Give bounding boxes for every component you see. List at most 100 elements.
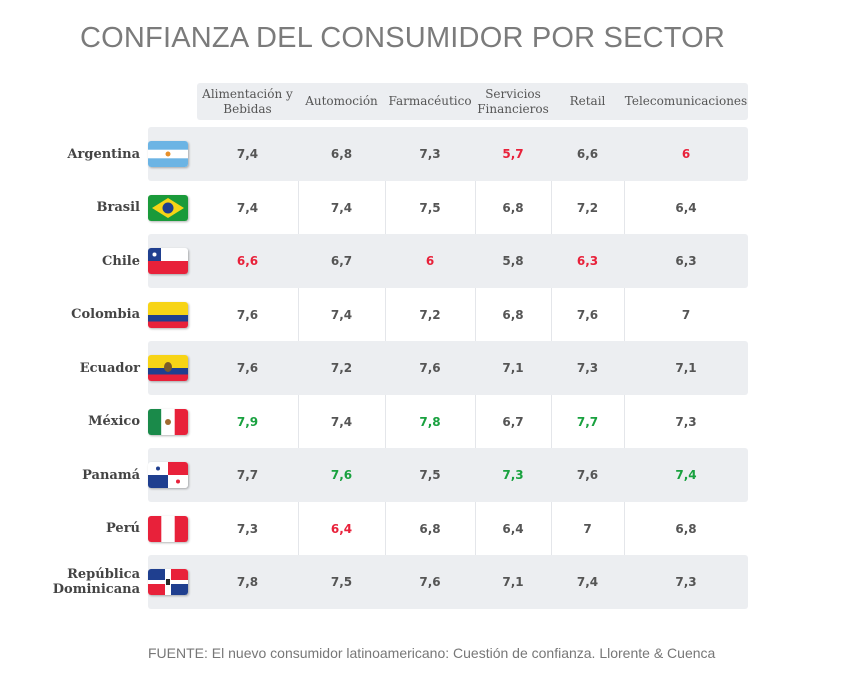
value-cell: 7,6 (576, 468, 599, 482)
country-label: Perú (106, 521, 140, 536)
peru-flag-icon (148, 515, 188, 542)
table-row: 7,7 7,6 7,5 7,3 7,6 7,4 (148, 448, 748, 502)
value-cell: 7,4 (576, 575, 599, 589)
value-cell: 7,6 (330, 468, 353, 482)
chile-flag-icon (148, 248, 188, 274)
value-cell: 7,6 (419, 575, 441, 589)
value-cell: 7,6 (236, 361, 259, 375)
ecuador-flag-icon (148, 355, 188, 381)
value-cell: 7,4 (330, 200, 353, 215)
table-header: Alimentación y Bebidas Automoción Farmacéu… (197, 83, 748, 120)
value-cell: 7 (681, 307, 691, 322)
value-cell: 5,7 (502, 147, 524, 161)
table-row: 7,3 6,4 6,8 6,4 7 6,8 (148, 502, 748, 555)
value-cell: 7,8 (236, 575, 259, 589)
country-label: Brasil (96, 200, 140, 215)
table-row: 7,8 7,5 7,6 7,1 7,4 7,3 (148, 555, 748, 609)
value-cell: 7,2 (419, 307, 441, 322)
value-cell: 7,6 (236, 307, 259, 322)
value-cell: 7,1 (502, 575, 524, 589)
value-cell: 7,6 (419, 361, 441, 375)
brazil-flag-icon (148, 194, 188, 221)
value-cell: 6,8 (675, 521, 697, 536)
value-cell: 6,8 (419, 521, 441, 536)
column-divider (298, 288, 299, 341)
dominican-republic-flag-icon (148, 569, 188, 595)
value-cell: 6,8 (330, 147, 353, 161)
column-header: Farmacéutico (388, 94, 472, 108)
value-cell: 7,3 (419, 147, 441, 161)
value-cell: 6,6 (236, 254, 259, 268)
column-divider (624, 181, 625, 234)
value-cell: 6,6 (576, 147, 599, 161)
value-cell: 7,8 (419, 414, 441, 429)
value-cell: 6,4 (675, 200, 697, 215)
country-label: Chile (102, 253, 140, 269)
value-cell: 7,2 (576, 200, 599, 215)
value-cell: 7,3 (675, 414, 697, 429)
column-divider (551, 181, 552, 234)
value-cell: 7,6 (576, 307, 599, 322)
value-cell: 6,3 (576, 254, 599, 268)
value-cell: 7,3 (576, 361, 599, 375)
value-cell: 7,4 (236, 200, 259, 215)
column-divider (624, 288, 625, 341)
column-divider (298, 395, 299, 448)
value-cell: 7,3 (502, 468, 524, 482)
value-cell: 6 (681, 147, 691, 161)
country-label: Colombia (71, 307, 140, 322)
column-divider (551, 502, 552, 555)
value-cell: 5,8 (502, 254, 524, 268)
mexico-flag-icon (148, 408, 188, 435)
value-cell: 7,7 (236, 468, 259, 482)
panama-flag-icon (148, 462, 188, 488)
value-cell: 6,7 (330, 254, 353, 268)
argentina-flag-icon (148, 141, 188, 167)
country-label: República Dominicana (52, 567, 140, 597)
value-cell: 6,3 (675, 254, 697, 268)
column-header: Telecomunicaciones (624, 94, 748, 108)
table-row: 7,4 6,8 7,3 5,7 6,6 6 (148, 127, 748, 181)
value-cell: 7,5 (419, 468, 441, 482)
table-row: 7,9 7,4 7,8 6,7 7,7 7,3 (148, 395, 748, 448)
colombia-flag-icon (148, 301, 188, 328)
column-divider (385, 181, 386, 234)
value-cell: 7,2 (330, 361, 353, 375)
value-cell: 7,1 (675, 361, 697, 375)
column-header: Automoción (305, 94, 378, 108)
column-divider (551, 288, 552, 341)
column-divider (385, 288, 386, 341)
value-cell: 7,4 (330, 414, 353, 429)
value-cell: 6,4 (502, 521, 524, 536)
country-label: Panamá (82, 467, 140, 483)
value-cell: 7,4 (675, 468, 697, 482)
column-divider (475, 181, 476, 234)
table-row: 6,6 6,7 6 5,8 6,3 6,3 (148, 234, 748, 288)
value-cell: 7,4 (330, 307, 353, 322)
source-note: FUENTE: El nuevo consumidor latinoameric… (148, 645, 716, 661)
country-label: Argentina (67, 146, 140, 162)
value-cell: 7,5 (330, 575, 353, 589)
value-cell: 7,3 (675, 575, 697, 589)
value-cell: 7,4 (236, 147, 259, 161)
value-cell: 7,5 (419, 200, 441, 215)
country-label: Ecuador (79, 360, 140, 376)
column-divider (475, 288, 476, 341)
column-divider (475, 502, 476, 555)
value-cell: 7,9 (236, 414, 259, 429)
column-divider (298, 502, 299, 555)
column-divider (551, 395, 552, 448)
table-row: 7,4 7,4 7,5 6,8 7,2 6,4 (148, 181, 748, 234)
value-cell: 7,7 (576, 414, 599, 429)
column-header: Alimentación y Bebidas (202, 86, 293, 116)
value-cell: 6,4 (330, 521, 353, 536)
table-row: 7,6 7,2 7,6 7,1 7,3 7,1 (148, 341, 748, 395)
value-cell: 6,8 (502, 200, 524, 215)
column-divider (624, 502, 625, 555)
column-header: Retail (569, 94, 606, 108)
column-divider (624, 395, 625, 448)
column-divider (385, 395, 386, 448)
column-divider (475, 395, 476, 448)
column-divider (385, 502, 386, 555)
value-cell: 7,1 (502, 361, 524, 375)
